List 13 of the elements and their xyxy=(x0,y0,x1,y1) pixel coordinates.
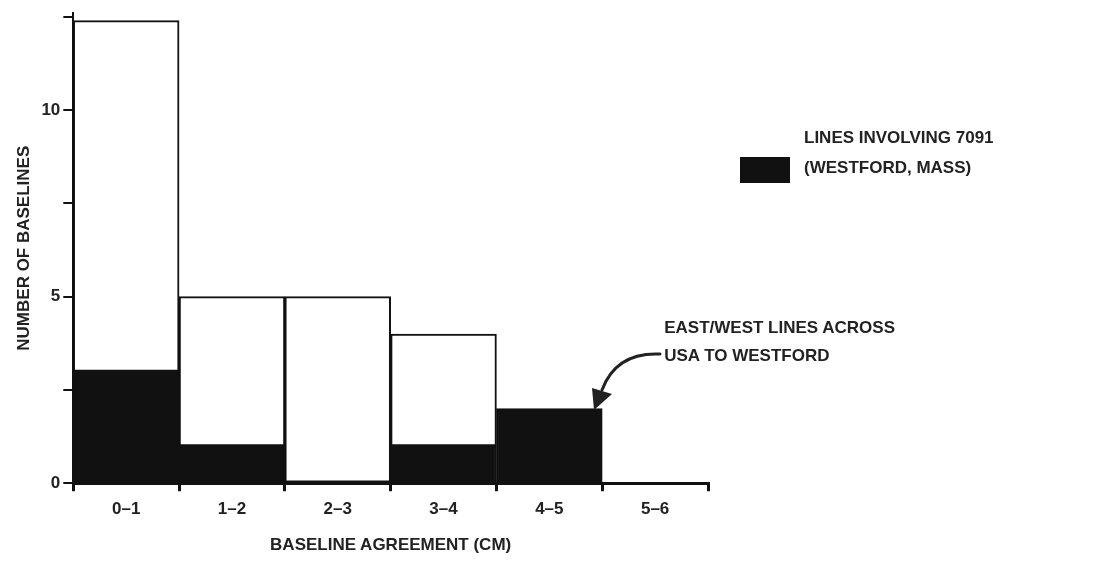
x-tick-label: 5–6 xyxy=(640,499,670,519)
x-tick-label: 1–2 xyxy=(217,499,247,519)
y-axis-title: NUMBER OF BASELINES xyxy=(13,145,33,351)
text: LINES INVOLVING 7091 (WESTFORD, MASS) xyxy=(804,127,995,180)
y-tick-label: 5 xyxy=(50,286,61,306)
y-tick-label: 10 xyxy=(41,99,61,119)
x-axis-title: BASELINE AGREEMENT (CM) xyxy=(270,535,512,555)
x-tick-label: 0–1 xyxy=(112,499,141,519)
y-tick-label: 0 xyxy=(50,472,61,492)
x-tick-label: 4–5 xyxy=(535,499,564,519)
x-tick-label: 2–3 xyxy=(323,499,352,519)
annotation: EAST/WEST LINES ACROSS USA TO WESTFORD xyxy=(664,317,895,365)
x-tick-label: 3–4 xyxy=(429,499,459,519)
